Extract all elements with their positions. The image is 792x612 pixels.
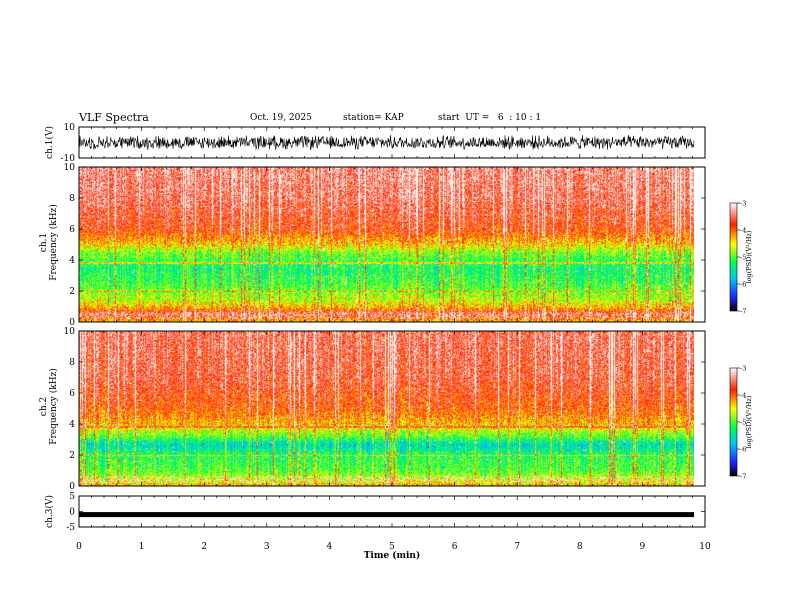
y-tick-label: 10	[64, 123, 76, 133]
y-tick-label: 4	[69, 256, 75, 266]
colorbar-ch2	[729, 367, 738, 477]
y-tick-label: -10	[61, 154, 76, 164]
waveform-ch3	[79, 512, 694, 518]
date-label: Oct. 19, 2025	[250, 113, 312, 123]
x-tick-label: 1	[139, 542, 145, 552]
panel-frame-ch3-waveform	[78, 495, 706, 528]
x-tick-label: 3	[264, 542, 270, 552]
y-tick-label: 2	[69, 451, 75, 461]
x-tick-label: 6	[452, 542, 458, 552]
colorbar-tick-label: -3	[740, 365, 746, 373]
x-tick-label: 2	[201, 542, 207, 552]
x-tick-label: 5	[389, 542, 395, 552]
y-tick-label: 6	[69, 389, 75, 399]
start-time-label: start UT = 6 : 10 : 1	[438, 113, 542, 123]
colorbar-tick-label: -7	[740, 473, 746, 481]
y-tick-label: 8	[69, 194, 75, 204]
colorbar-tick-label: -5	[740, 254, 746, 262]
y-tick-label: 0	[69, 318, 75, 328]
colorbar-tick-label: -4	[740, 392, 746, 400]
colorbar-tick-label: -5	[740, 419, 746, 427]
x-tick-label: 0	[76, 542, 82, 552]
y-tick-label: 0	[69, 508, 75, 518]
y-axis-label-ch1-spec: ch.1	[39, 233, 49, 252]
y-tick-label: 10	[64, 327, 76, 337]
colorbar-ch1	[729, 202, 738, 312]
y-tick-label: 0	[69, 482, 75, 492]
y-axis-label-ch1: ch.1(V)	[44, 126, 55, 159]
y-axis-label-freq-1: Frequency (kHz)	[48, 204, 59, 281]
colorbar-tick-label: -3	[740, 200, 746, 208]
x-tick-label: 9	[640, 542, 646, 552]
x-tick-label: 4	[327, 542, 333, 552]
y-tick-label: 5	[69, 492, 75, 502]
chart-title: VLF Spectra	[79, 111, 149, 124]
colorbar-label-ch1: log(PSD)(V²/Hz)	[745, 230, 753, 283]
waveform-ch1	[78, 134, 695, 151]
spectrogram-ch2	[79, 331, 694, 486]
y-tick-label: 4	[69, 420, 75, 430]
colorbar-tick-label: -7	[740, 308, 746, 316]
spectrogram-ch1	[79, 167, 694, 322]
y-tick-label: 10	[64, 163, 76, 173]
y-axis-label-freq-2: Frequency (kHz)	[48, 368, 59, 445]
x-tick-label: 8	[577, 542, 583, 552]
y-tick-label: 6	[69, 225, 75, 235]
colorbar-tick-label: -6	[740, 281, 746, 289]
y-tick-label: 8	[69, 358, 75, 368]
colorbar-tick-label: -6	[740, 446, 746, 454]
x-tick-label: 10	[699, 542, 711, 552]
y-axis-label-ch2-spec: ch.2	[39, 397, 49, 416]
y-tick-label: 2	[69, 287, 75, 297]
colorbar-tick-label: -4	[740, 227, 746, 235]
y-tick-label: -5	[66, 523, 75, 533]
colorbar-label-ch2: log(PSD)(V²/Hz)	[745, 395, 753, 448]
x-axis-label: Time (min)	[364, 550, 421, 561]
y-axis-label-ch3: ch.3(V)	[44, 495, 55, 528]
station-label: station= KAP	[343, 113, 404, 123]
x-tick-label: 7	[514, 542, 520, 552]
